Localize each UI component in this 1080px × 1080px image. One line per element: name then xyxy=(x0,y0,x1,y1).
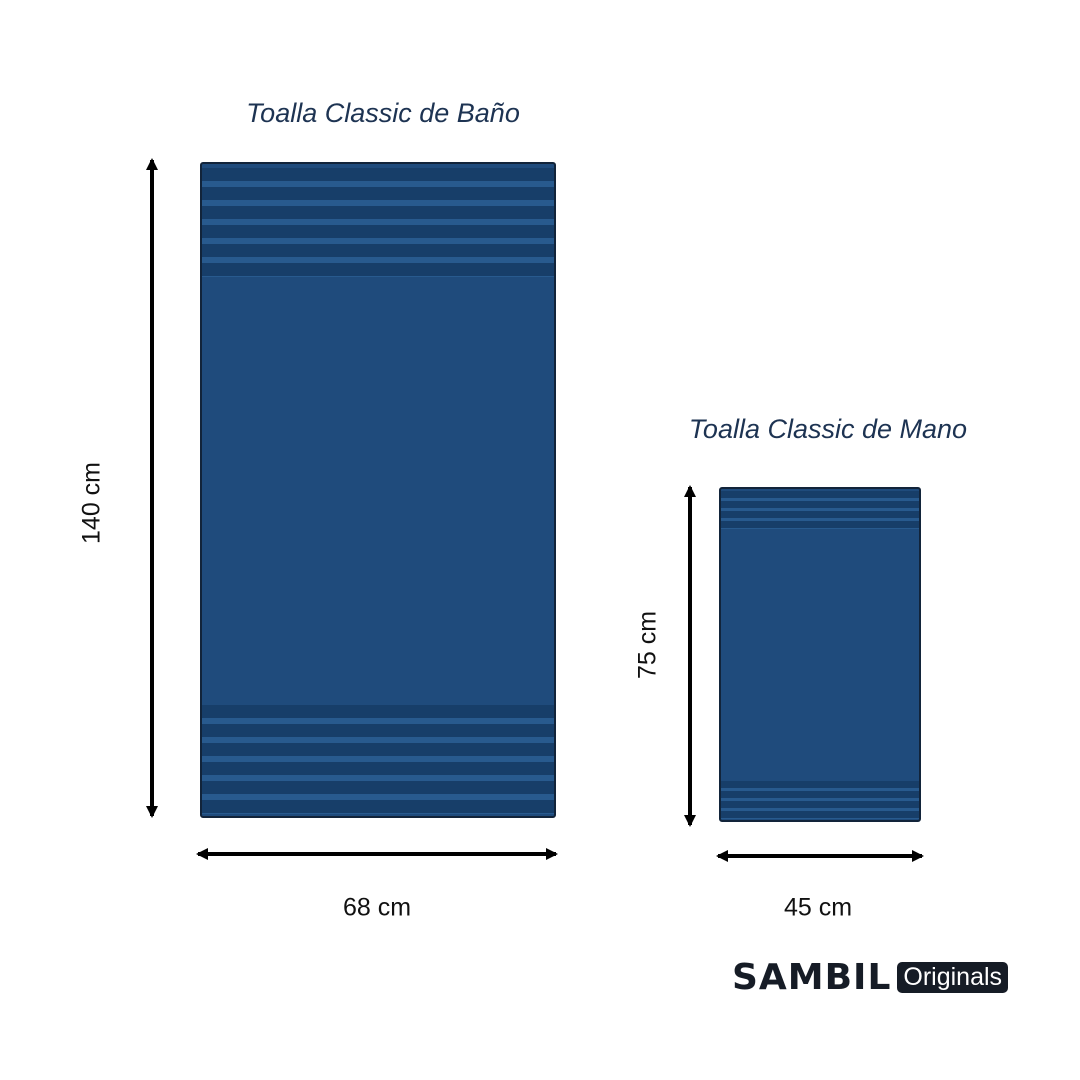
hand-width-arrow xyxy=(716,850,924,862)
hand-width-label: 45 cm xyxy=(783,893,853,922)
bath-height-label: 140 cm xyxy=(77,462,106,544)
brand-logo: SAMBIL Originals xyxy=(732,957,1009,998)
bath-width-label: 68 cm xyxy=(342,893,412,922)
bath-width-arrow xyxy=(196,848,558,860)
hand-towel-title: Toalla Classic de Mano xyxy=(688,414,968,444)
bath-height-arrow xyxy=(146,158,158,818)
hand-towel-image xyxy=(719,487,921,822)
hand-height-arrow xyxy=(684,485,696,827)
brand-name: SAMBIL xyxy=(732,957,892,998)
bath-towel-image xyxy=(200,162,556,818)
hand-height-label: 75 cm xyxy=(633,610,662,680)
brand-badge: Originals xyxy=(897,962,1009,993)
bath-towel-title: Toalla Classic de Baño xyxy=(246,98,520,128)
